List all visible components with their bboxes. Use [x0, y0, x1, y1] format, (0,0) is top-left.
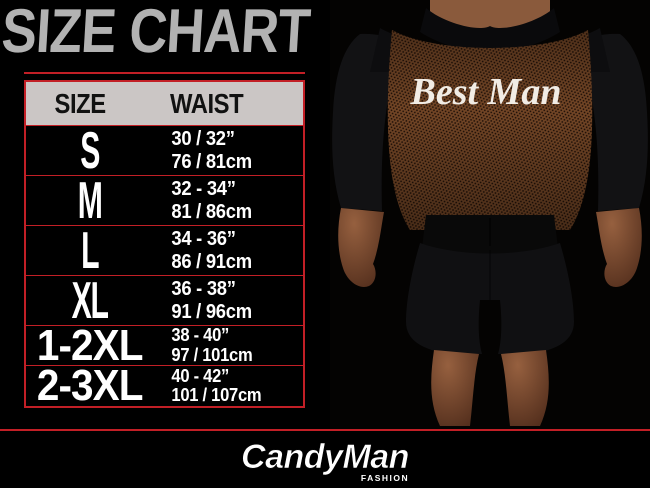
- svg-text:Best Man: Best Man: [410, 71, 562, 113]
